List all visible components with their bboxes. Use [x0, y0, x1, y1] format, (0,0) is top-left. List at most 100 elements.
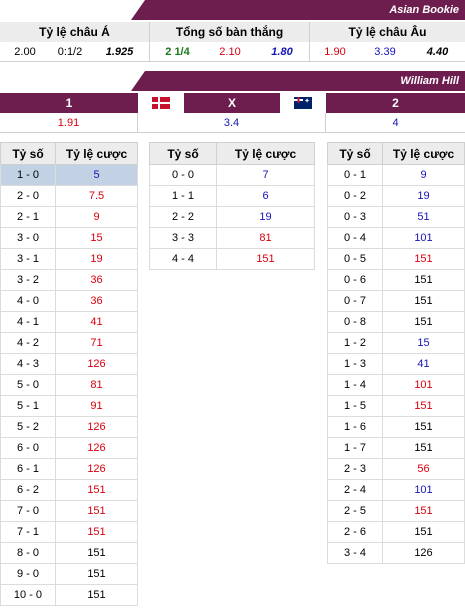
- score-row[interactable]: 4 - 2 71: [0, 332, 138, 354]
- odds-cell[interactable]: 151: [55, 500, 138, 522]
- wh-draw-odds[interactable]: 3.4: [138, 113, 326, 133]
- score-row[interactable]: 1 - 6 151: [327, 416, 465, 438]
- odds-cell[interactable]: 151: [382, 311, 465, 333]
- odds-cell[interactable]: 19: [382, 185, 465, 207]
- odds-cell[interactable]: 15: [382, 332, 465, 354]
- score-row[interactable]: 1 - 5 151: [327, 395, 465, 417]
- score-row[interactable]: 5 - 1 91: [0, 395, 138, 417]
- score-row[interactable]: 6 - 0 126: [0, 437, 138, 459]
- score-row[interactable]: 1 - 7 151: [327, 437, 465, 459]
- score-row[interactable]: 1 - 3 41: [327, 353, 465, 375]
- score-row[interactable]: 0 - 2 19: [327, 185, 465, 207]
- score-row[interactable]: 2 - 4 101: [327, 479, 465, 501]
- score-row[interactable]: 4 - 3 126: [0, 353, 138, 375]
- odds-cell[interactable]: 151: [55, 563, 138, 585]
- odds-cell[interactable]: 81: [216, 227, 315, 249]
- score-row[interactable]: 2 - 5 151: [327, 500, 465, 522]
- total-over-odds[interactable]: 2.10: [205, 42, 255, 62]
- score-row[interactable]: 3 - 0 15: [0, 227, 138, 249]
- score-row[interactable]: 0 - 7 151: [327, 290, 465, 312]
- odds-cell[interactable]: 15: [55, 227, 138, 249]
- odds-cell[interactable]: 126: [55, 437, 138, 459]
- total-under-odds[interactable]: 1.80: [255, 42, 310, 62]
- score-row[interactable]: 5 - 0 81: [0, 374, 138, 396]
- score-row[interactable]: 5 - 2 126: [0, 416, 138, 438]
- odds-cell[interactable]: 91: [55, 395, 138, 417]
- score-row[interactable]: 0 - 4 101: [327, 227, 465, 249]
- score-row[interactable]: 3 - 1 19: [0, 248, 138, 270]
- score-row[interactable]: 9 - 0 151: [0, 563, 138, 585]
- score-row[interactable]: 7 - 1 151: [0, 521, 138, 543]
- score-row[interactable]: 3 - 2 36: [0, 269, 138, 291]
- odds-cell[interactable]: 41: [55, 311, 138, 333]
- score-row[interactable]: 4 - 0 36: [0, 290, 138, 312]
- odds-cell[interactable]: 41: [382, 353, 465, 375]
- score-row[interactable]: 7 - 0 151: [0, 500, 138, 522]
- odds-cell[interactable]: 7.5: [55, 185, 138, 207]
- asian-home-odds[interactable]: 2.00: [0, 42, 50, 62]
- odds-cell[interactable]: 19: [55, 248, 138, 270]
- score-row[interactable]: 8 - 0 151: [0, 542, 138, 564]
- wh-away-odds[interactable]: 4: [326, 113, 465, 133]
- wh-home-odds[interactable]: 1.91: [0, 113, 138, 133]
- score-row[interactable]: 3 - 3 81: [149, 227, 315, 249]
- odds-cell[interactable]: 5: [55, 164, 138, 186]
- score-row[interactable]: 0 - 3 51: [327, 206, 465, 228]
- score-row[interactable]: 0 - 6 151: [327, 269, 465, 291]
- odds-cell[interactable]: 151: [382, 395, 465, 417]
- score-row[interactable]: 0 - 5 151: [327, 248, 465, 270]
- odds-cell[interactable]: 151: [382, 437, 465, 459]
- odds-cell[interactable]: 151: [382, 248, 465, 270]
- score-row[interactable]: 4 - 1 41: [0, 311, 138, 333]
- odds-cell[interactable]: 151: [382, 416, 465, 438]
- odds-cell[interactable]: 101: [382, 479, 465, 501]
- odds-cell[interactable]: 7: [216, 164, 315, 186]
- euro-draw-odds[interactable]: 3.39: [360, 42, 410, 62]
- odds-cell[interactable]: 71: [55, 332, 138, 354]
- score-row[interactable]: 4 - 4 151: [149, 248, 315, 270]
- odds-cell[interactable]: 151: [382, 290, 465, 312]
- score-row[interactable]: 10 - 0 151: [0, 584, 138, 606]
- odds-cell[interactable]: 126: [382, 542, 465, 564]
- odds-cell[interactable]: 126: [55, 353, 138, 375]
- score-row[interactable]: 6 - 2 151: [0, 479, 138, 501]
- odds-cell[interactable]: 101: [382, 374, 465, 396]
- odds-cell[interactable]: 151: [216, 248, 315, 270]
- score-row[interactable]: 6 - 1 126: [0, 458, 138, 480]
- odds-cell[interactable]: 151: [382, 269, 465, 291]
- odds-cell[interactable]: 9: [382, 164, 465, 186]
- odds-cell[interactable]: 126: [55, 458, 138, 480]
- odds-cell[interactable]: 151: [382, 500, 465, 522]
- score-row[interactable]: 3 - 4 126: [327, 542, 465, 564]
- score-row[interactable]: 2 - 3 56: [327, 458, 465, 480]
- score-row[interactable]: 2 - 0 7.5: [0, 185, 138, 207]
- score-row[interactable]: 2 - 6 151: [327, 521, 465, 543]
- odds-cell[interactable]: 51: [382, 206, 465, 228]
- odds-cell[interactable]: 151: [382, 521, 465, 543]
- asian-away-odds[interactable]: 1.925: [90, 42, 150, 62]
- odds-cell[interactable]: 81: [55, 374, 138, 396]
- odds-cell[interactable]: 126: [55, 416, 138, 438]
- odds-cell[interactable]: 19: [216, 206, 315, 228]
- odds-cell[interactable]: 101: [382, 227, 465, 249]
- odds-cell[interactable]: 151: [55, 542, 138, 564]
- score-row[interactable]: 2 - 2 19: [149, 206, 315, 228]
- odds-cell[interactable]: 56: [382, 458, 465, 480]
- odds-cell[interactable]: 151: [55, 521, 138, 543]
- euro-away-odds[interactable]: 4.40: [410, 42, 465, 62]
- odds-cell[interactable]: 9: [55, 206, 138, 228]
- score-row[interactable]: 1 - 2 15: [327, 332, 465, 354]
- odds-cell[interactable]: 151: [55, 479, 138, 501]
- score-row[interactable]: 1 - 4 101: [327, 374, 465, 396]
- odds-cell[interactable]: 151: [55, 584, 138, 606]
- odds-cell[interactable]: 6: [216, 185, 315, 207]
- euro-home-odds[interactable]: 1.90: [310, 42, 360, 62]
- odds-cell[interactable]: 36: [55, 269, 138, 291]
- score-row[interactable]: 0 - 8 151: [327, 311, 465, 333]
- odds-cell[interactable]: 36: [55, 290, 138, 312]
